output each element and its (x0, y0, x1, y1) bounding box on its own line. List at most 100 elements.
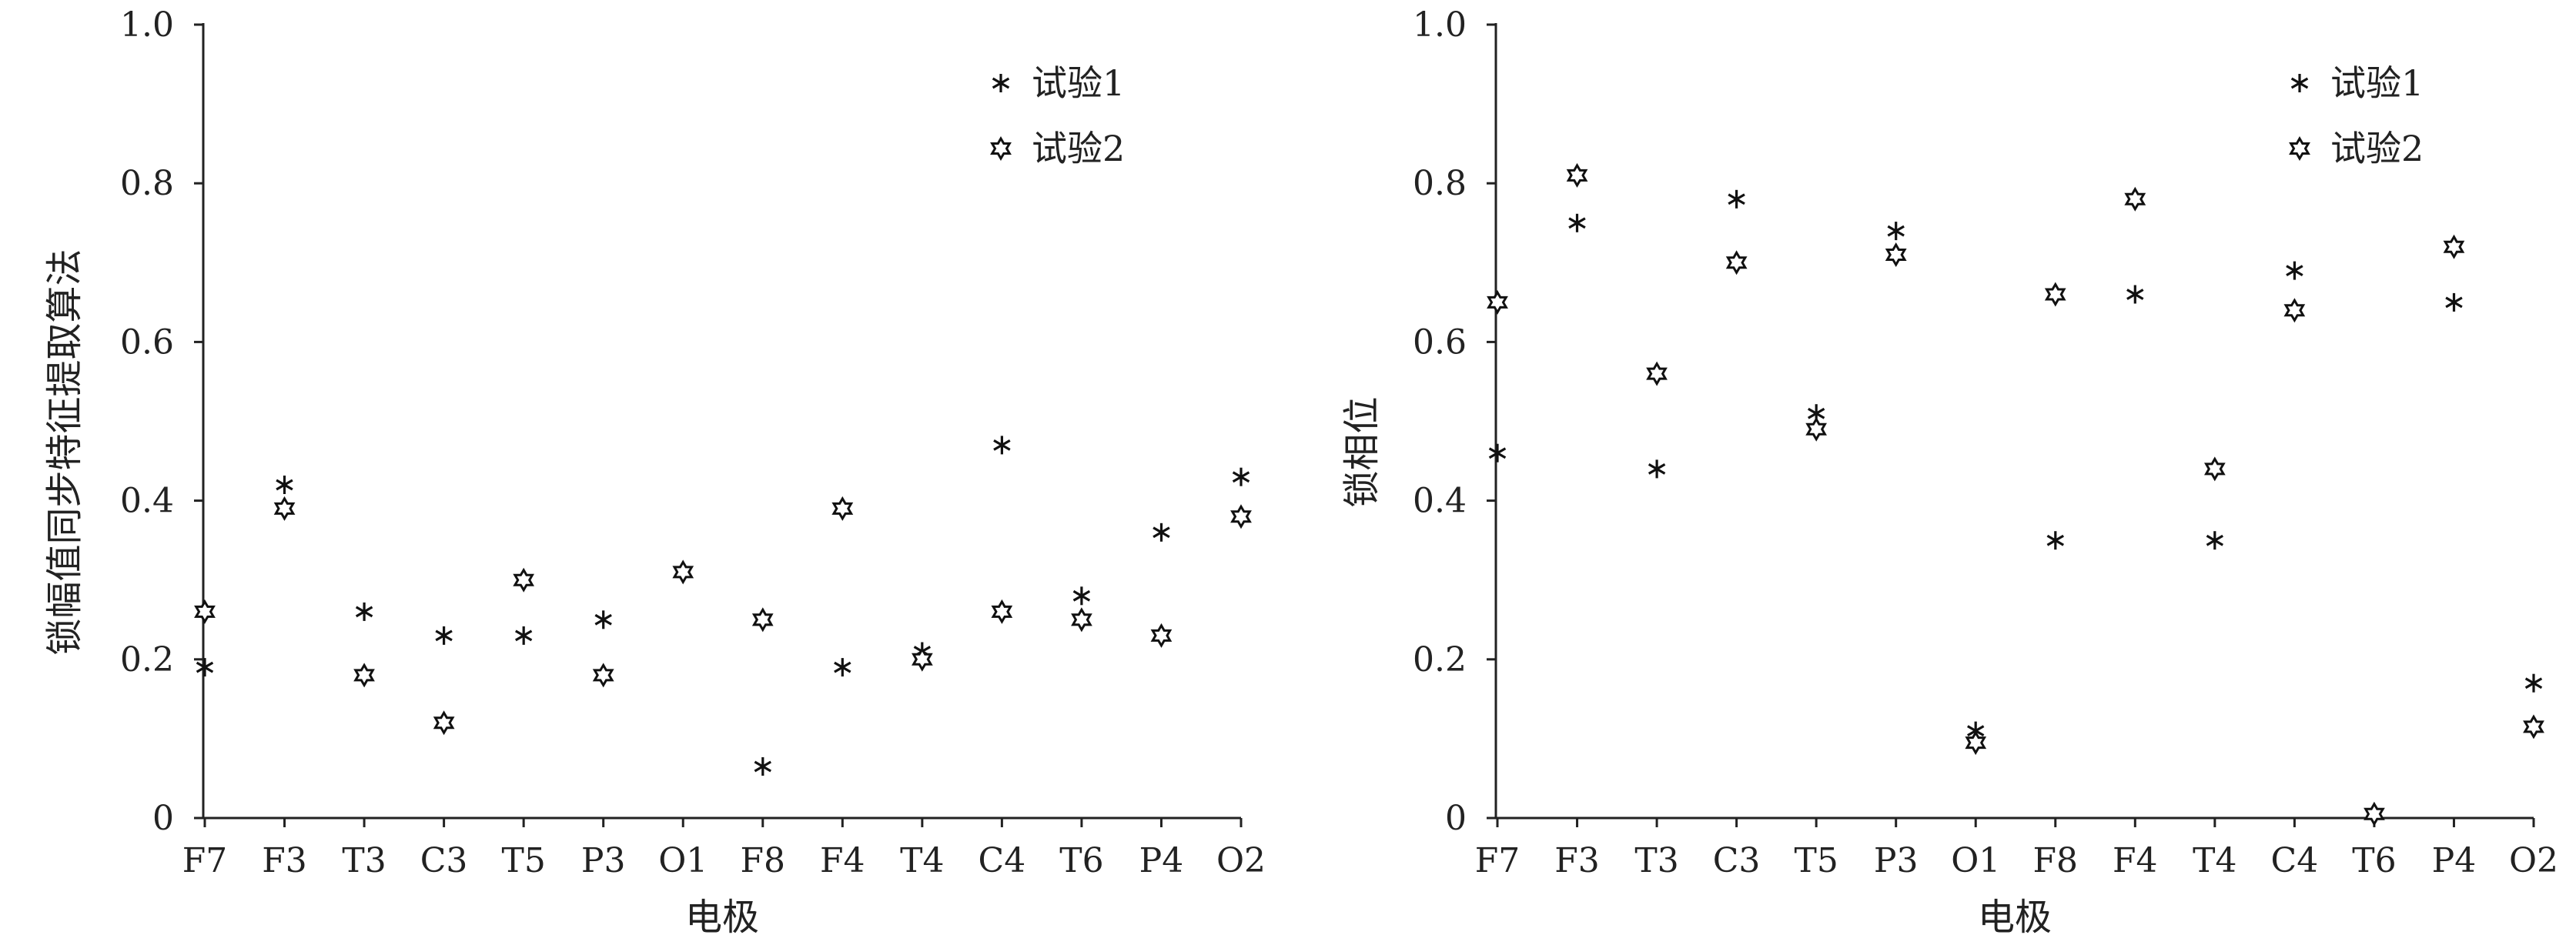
left-legend-marker (992, 74, 1010, 92)
right-point-trial2 (2044, 282, 2066, 307)
right-point-trial2 (1487, 289, 1508, 315)
right-x-tick-label: F4 (2113, 841, 2158, 880)
left-y-tick-label: 0 (152, 799, 174, 838)
right-x-tick-label: T4 (2193, 841, 2236, 880)
right-point-trial1 (2445, 292, 2463, 312)
right-point-trial2 (1566, 162, 1588, 188)
right-x-tick-label: T5 (1794, 841, 1838, 880)
right-point-trial2 (1646, 361, 1668, 386)
left-y-tick-label: 0.4 (120, 482, 174, 521)
left-point-trial2 (831, 496, 854, 521)
right-point-trial2 (1965, 730, 1987, 756)
right-legend: 试验1 试验2 (2289, 62, 2424, 169)
left-x-tick-label: C4 (979, 841, 1026, 880)
left-point-trial2 (991, 599, 1013, 624)
right-x-tick-label: O2 (2509, 841, 2558, 880)
chart-left: 0 0.2 0.4 0.6 0.8 1.0 F7 F3 T3 C3 T5 P3 O1 F8 F4 T4 C4 T6… (43, 5, 1266, 939)
chart-right: 0 0.2 0.4 0.6 0.8 1.0 F7 F3 T3 C3 T5 P3 O1 F8 F4 T4 C4 T6… (1340, 5, 2558, 939)
left-legend-label: 试验1 (1032, 62, 1125, 104)
right-y-tick-label: 1.0 (1413, 5, 1467, 45)
left-point-trial2 (194, 599, 216, 624)
left-point-trial1 (834, 658, 851, 677)
left-point-trial2 (1230, 504, 1252, 529)
left-point-trial1 (993, 436, 1011, 455)
left-point-trial1 (514, 626, 533, 645)
right-x-tick-label: C4 (2271, 841, 2319, 880)
right-point-trial1 (1568, 213, 1586, 232)
right-point-trial1 (1648, 459, 1666, 479)
right-x-tick-label: F3 (1554, 841, 1600, 880)
right-point-trial2 (2443, 234, 2465, 259)
left-point-trial2 (751, 607, 774, 633)
left-point-trial1 (435, 626, 453, 645)
right-point-trial2 (1805, 416, 1827, 442)
right-point-trial2 (2283, 298, 2306, 323)
left-x-axis-label: 电极 (685, 896, 759, 939)
left-x-tick-label: C3 (420, 841, 468, 880)
left-x-tick-label: T4 (900, 841, 944, 880)
right-x-tick-label: F7 (1475, 841, 1521, 880)
left-y-axis-label: 锁幅值同步特征提取算法 (43, 249, 86, 655)
right-point-trial2 (2124, 186, 2146, 212)
right-point-trial1 (2126, 285, 2144, 304)
left-point-trial2 (273, 496, 296, 521)
right-point-trial1 (2046, 531, 2064, 550)
right-x-axis-label: 电极 (1978, 896, 2052, 939)
right-y-tick-label: 0.2 (1413, 640, 1467, 680)
left-point-trial1 (1232, 467, 1250, 486)
left-point-trial2 (353, 663, 375, 688)
right-x-tick-label: T6 (2352, 841, 2396, 880)
right-x-tick-label: P3 (1874, 841, 1919, 880)
left-x-tick-label: O1 (658, 841, 708, 880)
left-x-tick-label: F3 (262, 841, 307, 880)
left-legend-marker (990, 135, 1012, 162)
left-point-trial2 (1071, 607, 1092, 633)
left-point-trial2 (433, 710, 455, 736)
right-x-tick-label: O1 (1951, 841, 2000, 880)
left-x-tick-label: F8 (741, 841, 786, 880)
right-point-trial2 (2364, 801, 2385, 826)
right-point-trial2 (1725, 250, 1748, 275)
right-point-trial1 (1887, 222, 1905, 241)
left-point-trial1 (196, 658, 214, 677)
left-point-trial2 (513, 567, 534, 593)
left-x-tick-label: F4 (820, 841, 865, 880)
right-y-tick-label: 0.6 (1413, 322, 1467, 362)
left-point-trial1 (355, 602, 373, 621)
right-point-trial1 (2524, 673, 2543, 693)
left-y-tick-label: 1.0 (120, 5, 174, 45)
left-point-trial1 (594, 610, 612, 629)
right-legend-marker (2290, 74, 2309, 92)
right-x-tick-label: T3 (1634, 841, 1678, 880)
left-y-tick-label: 0.6 (120, 322, 174, 362)
left-point-trial1 (276, 476, 293, 494)
left-x-tick-label: F7 (182, 841, 228, 880)
left-x-tick-label: T6 (1059, 841, 1103, 880)
right-legend-label: 试验2 (2330, 128, 2424, 169)
right-y-tick-label: 0.8 (1413, 164, 1467, 203)
right-point-trial1 (1728, 189, 1745, 209)
left-point-trial2 (912, 646, 933, 672)
left-y-tick-label: 0.2 (120, 640, 174, 680)
right-x-tick-label: P4 (2432, 841, 2477, 880)
right-y-axis-label: 锁相位 (1340, 396, 1383, 507)
left-x-tick-label: O2 (1216, 841, 1266, 880)
left-x-tick-label: P4 (1139, 841, 1184, 880)
right-y-tick-label: 0.4 (1413, 482, 1467, 521)
left-point-trial2 (592, 663, 614, 688)
right-y-tick-label: 0 (1445, 799, 1467, 838)
right-point-trial2 (2523, 714, 2544, 740)
left-point-trial2 (1150, 623, 1173, 648)
right-point-trial2 (1885, 242, 1907, 268)
left-x-tick-label: T3 (342, 841, 386, 880)
left-x-tick-label: T5 (501, 841, 545, 880)
left-legend-label: 试验2 (1032, 128, 1125, 169)
left-legend: 试验1 试验2 (990, 62, 1125, 169)
right-x-tick-label: C3 (1713, 841, 1761, 880)
right-point-trial1 (2286, 261, 2303, 280)
right-legend-label: 试验1 (2330, 62, 2424, 104)
right-point-trial1 (1488, 443, 1507, 462)
left-point-trial2 (672, 559, 694, 585)
right-x-tick-label: F8 (2033, 841, 2079, 880)
